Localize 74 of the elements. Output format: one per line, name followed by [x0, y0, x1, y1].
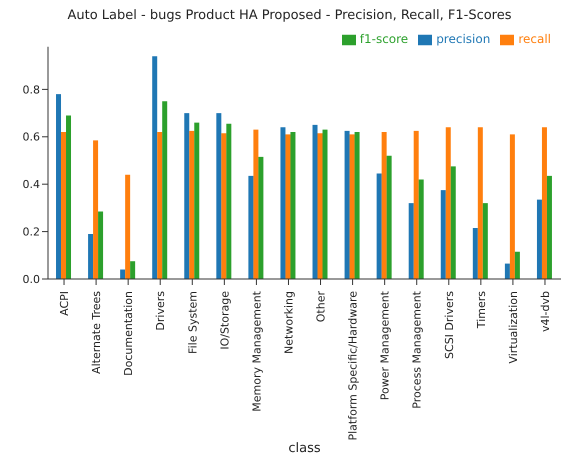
x-axis-title: class	[288, 441, 321, 456]
bar	[312, 124, 318, 279]
bar	[546, 176, 552, 279]
bar	[382, 132, 387, 279]
x-tick-label: Memory Management	[250, 290, 264, 412]
bar	[56, 94, 62, 279]
bar	[440, 190, 446, 279]
bar	[194, 122, 200, 279]
bar	[322, 130, 328, 279]
bar	[120, 270, 126, 279]
x-tick-label: File System	[186, 291, 200, 354]
bar	[446, 127, 451, 279]
bar	[408, 203, 414, 279]
bar	[290, 132, 296, 279]
bar	[248, 176, 254, 279]
bar	[542, 127, 547, 279]
chart-title: Auto Label - bugs Product HA Proposed - Precision, Recall, F1-Scores	[66, 8, 513, 25]
bar	[253, 130, 258, 279]
bar	[344, 130, 350, 279]
x-tick-label: Other	[314, 290, 328, 322]
legend-label: f1-score	[360, 32, 408, 46]
bar	[418, 179, 424, 279]
x-tick-label: Alternate Trees	[90, 290, 104, 374]
x-tick-label: v4l-dvb	[538, 290, 552, 332]
x-tick-label: Power Management	[378, 290, 392, 400]
bar	[189, 130, 194, 279]
x-tick-label: ACPI	[58, 291, 72, 316]
x-tick-label: Virtualization	[506, 290, 520, 364]
bar	[61, 132, 66, 279]
bar	[472, 228, 478, 279]
bar	[184, 113, 190, 279]
bar	[226, 124, 232, 279]
bar	[478, 127, 483, 279]
bar	[98, 211, 104, 279]
bar	[536, 200, 542, 279]
bar	[152, 56, 158, 279]
x-tick-label: Drivers	[154, 290, 168, 331]
bar	[504, 264, 510, 279]
y-tick-label: 0.2	[22, 226, 40, 238]
y-tick-label: 0.0	[22, 272, 40, 286]
bar	[376, 174, 382, 279]
bar	[386, 156, 392, 279]
x-tick-label: Documentation	[122, 290, 136, 376]
bar	[285, 134, 290, 279]
x-tick-label: Timers	[474, 290, 488, 330]
bar	[350, 134, 355, 279]
bar	[125, 174, 130, 279]
bar	[88, 234, 94, 279]
legend-label: precision	[436, 32, 490, 46]
bar	[258, 156, 264, 279]
x-tick-label: IO/Storage	[218, 290, 232, 350]
bar	[216, 113, 222, 279]
bar	[414, 130, 419, 279]
bar	[66, 115, 72, 279]
bar	[93, 140, 98, 279]
x-tick-label: Platform Specific/Hardware	[346, 290, 360, 441]
x-tick-label: Process Management	[410, 290, 424, 409]
bar	[318, 133, 323, 279]
bar	[510, 134, 515, 279]
bar	[130, 261, 136, 279]
y-tick-label: 0.8	[22, 83, 40, 96]
bar	[450, 166, 456, 279]
x-tick-label: Networking	[282, 291, 296, 354]
x-tick-label: SCSI Drivers	[442, 290, 456, 359]
bar	[280, 127, 286, 279]
y-tick-label: 0.4	[22, 178, 40, 192]
bar	[221, 133, 226, 279]
legend-label: recall	[518, 32, 551, 46]
bar	[354, 132, 360, 279]
y-tick-label: 0.6	[22, 130, 40, 144]
bar	[162, 101, 168, 279]
bar	[157, 132, 162, 279]
bar	[482, 203, 488, 279]
bar	[514, 252, 520, 279]
